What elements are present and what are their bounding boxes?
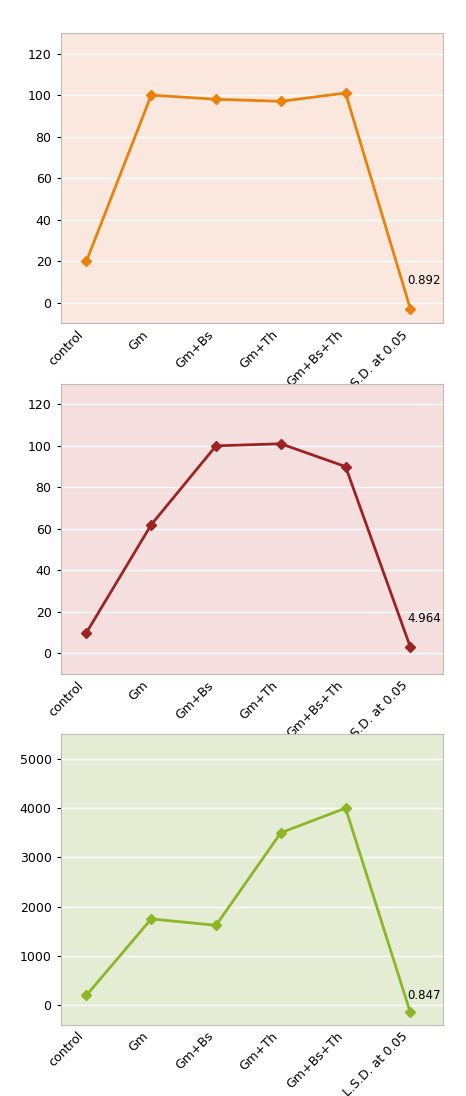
Text: 4.964: 4.964 [407,613,441,625]
Legend: % AM infection  index: % AM infection index [130,825,313,848]
Legend: % AM colonization: % AM colonization [140,475,302,498]
Text: 0.892: 0.892 [407,274,440,287]
Text: 0.847: 0.847 [407,989,440,1002]
